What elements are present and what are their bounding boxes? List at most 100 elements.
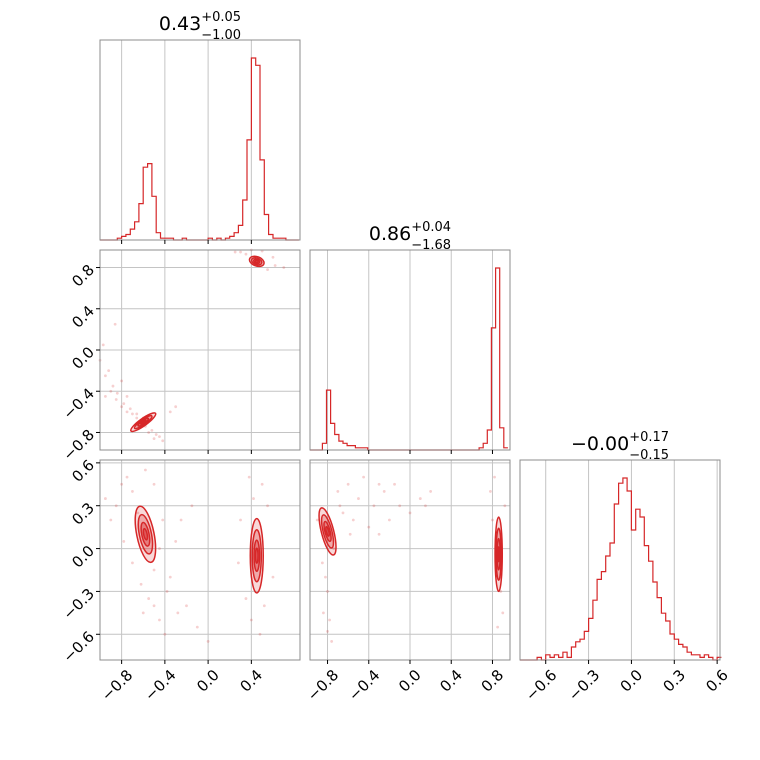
scatter-point xyxy=(135,416,139,420)
x-tick-label: −0.4 xyxy=(141,666,179,704)
scatter-point xyxy=(161,518,165,522)
x-tick-label: −0.4 xyxy=(345,666,383,704)
title-median: 0.43 xyxy=(159,13,201,35)
x-tick-label: 0.6 xyxy=(702,666,732,696)
scatter-point xyxy=(491,518,494,522)
x-tick-label: 0.3 xyxy=(659,666,689,696)
scatter-point xyxy=(330,640,334,643)
scatter-point xyxy=(322,611,325,615)
density-contour xyxy=(253,539,261,573)
scatter-point xyxy=(496,625,500,629)
scatter-point xyxy=(341,511,345,515)
scatter-point xyxy=(152,437,156,441)
scatter-point xyxy=(141,611,145,615)
scatter-point xyxy=(377,482,381,486)
scatter-point xyxy=(377,532,381,536)
scatter-point xyxy=(244,597,248,600)
scatter-point xyxy=(398,504,402,508)
scatter-point xyxy=(165,590,169,593)
scatter-point xyxy=(493,475,496,479)
scatter-point xyxy=(424,504,427,508)
scatter-point xyxy=(249,618,253,622)
density-contour xyxy=(254,547,259,564)
scatter-point xyxy=(233,250,237,254)
scatter-point xyxy=(418,497,422,500)
scatter-point xyxy=(154,433,158,436)
panel-title-2: −0.00+0.17 xyxy=(571,430,669,455)
scatter-point xyxy=(161,439,165,443)
scatter-point xyxy=(348,532,352,536)
scatter-point xyxy=(236,561,240,565)
scatter-point xyxy=(338,504,342,508)
scatter-point xyxy=(114,504,118,508)
scatter-point xyxy=(260,482,264,486)
scatter-point xyxy=(125,410,129,414)
scatter-point xyxy=(351,518,355,522)
scatter-point xyxy=(109,389,113,393)
density-contour xyxy=(254,259,259,264)
scatter-point xyxy=(258,632,262,636)
scatter-point xyxy=(120,405,124,409)
scatter-point xyxy=(174,540,178,543)
scatter-point xyxy=(271,255,275,259)
scatter-point xyxy=(336,490,340,493)
scatter-point xyxy=(328,618,331,622)
x-tick-label: 0.0 xyxy=(193,666,223,696)
scatter-point xyxy=(324,575,327,579)
scatter-point xyxy=(489,490,492,493)
scatter-point xyxy=(135,412,139,416)
scatter-point xyxy=(131,561,134,565)
x-tick-label: 0.4 xyxy=(436,666,466,696)
scatter-point xyxy=(107,369,111,373)
scatter-point xyxy=(104,374,107,378)
scatter-point xyxy=(147,431,151,434)
scatter-point xyxy=(168,575,172,579)
scatter-point xyxy=(320,561,324,565)
scatter-point xyxy=(346,482,350,486)
x-tick-label: 0.0 xyxy=(395,666,425,696)
panel-frame xyxy=(99,459,301,661)
x-tick-label: 0.0 xyxy=(617,666,647,696)
scatter-point xyxy=(206,640,210,643)
scatter-point xyxy=(266,268,269,271)
panel-title-0: 0.43+0.05 xyxy=(159,10,241,35)
scatter-point xyxy=(158,435,161,438)
y-tick-label: 0.8 xyxy=(68,261,98,291)
scatter-point xyxy=(104,497,107,500)
scatter-point xyxy=(120,379,124,383)
y-tick-label: −0.4 xyxy=(60,385,98,423)
x-tick-label: −0.8 xyxy=(304,666,342,704)
y-tick-label: 0.0 xyxy=(68,343,98,373)
scatter-point xyxy=(131,412,134,416)
scatter-point xyxy=(408,511,412,515)
scatter-point xyxy=(239,518,242,522)
scatter-point xyxy=(158,618,161,622)
scatter-point xyxy=(501,611,505,615)
scatter-point xyxy=(315,518,319,522)
scatter-point xyxy=(326,590,329,593)
scatter-point xyxy=(179,518,183,522)
y-tick-label: 0.3 xyxy=(68,499,98,529)
panel-frame xyxy=(99,39,301,241)
scatter-point xyxy=(357,497,360,500)
scatter-point xyxy=(114,398,118,401)
y-tick-label: −0.8 xyxy=(60,426,98,464)
y-tick-label: −0.3 xyxy=(60,585,98,623)
scatter-point xyxy=(362,475,366,479)
scatter-point xyxy=(176,611,180,615)
scatter-point xyxy=(125,475,129,479)
y-tick-label: 0.0 xyxy=(68,542,98,572)
title-plus: +0.05 xyxy=(201,10,241,25)
scatter-point xyxy=(139,582,143,586)
scatter-point xyxy=(429,490,433,493)
scatter-point xyxy=(113,322,117,326)
scatter-point xyxy=(266,504,269,508)
scatter-point xyxy=(109,518,113,522)
x-tick-label: −0.3 xyxy=(565,666,603,704)
scatter-point xyxy=(147,597,151,600)
scatter-point xyxy=(252,497,255,500)
scatter-point xyxy=(271,575,275,579)
scatter-point xyxy=(128,407,132,411)
title-plus: +0.17 xyxy=(629,430,669,445)
